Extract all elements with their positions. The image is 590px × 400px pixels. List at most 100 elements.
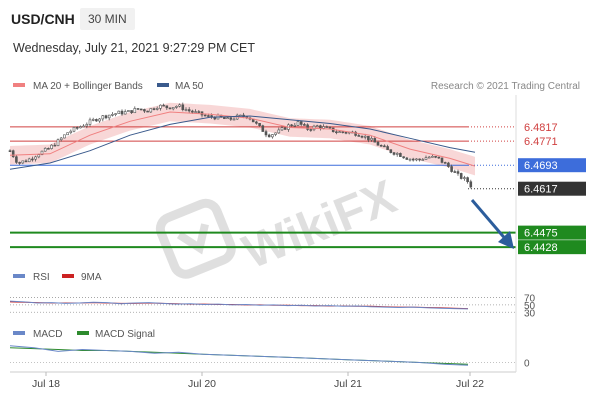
candle-body-129	[421, 159, 425, 161]
candle-body-70	[232, 118, 236, 121]
candle-body-88	[290, 124, 293, 127]
candle-body-41	[139, 108, 143, 111]
candle-body-115	[376, 141, 380, 146]
candle-body-52	[175, 106, 178, 108]
chart-header: USD/CNH 30 MIN	[0, 0, 590, 36]
macd-line	[9, 345, 469, 366]
candle-body-93	[306, 124, 309, 130]
watermark: WikiFX	[155, 171, 404, 280]
macd-legend-swatch	[13, 331, 25, 335]
candle-body-83	[274, 132, 277, 135]
candle-body-132	[431, 156, 434, 158]
x-tick-label-3: Jul 22	[456, 378, 484, 390]
macd-signal-legend-label: MACD Signal	[95, 329, 155, 340]
candle-body-100	[328, 126, 332, 129]
candle-body-84	[277, 129, 281, 134]
candle-body-78	[258, 122, 261, 126]
candle-body-110	[360, 135, 364, 138]
candle-body-8	[34, 156, 37, 160]
forecast-arrow	[470, 199, 514, 249]
timeframe-button[interactable]: 30 MIN	[80, 8, 135, 30]
candle-body-47	[159, 104, 162, 109]
level-label-3: 6.4617	[524, 184, 558, 196]
macd-zero-label: 0	[524, 358, 530, 369]
candle-body-77	[255, 121, 258, 124]
x-tick-label-1: Jul 20	[188, 378, 216, 390]
candle-body-68	[226, 117, 229, 120]
candle-body-85	[280, 127, 284, 131]
candle-body-21	[75, 127, 79, 129]
candle-body-139	[453, 171, 457, 173]
candle-body-32	[111, 114, 114, 116]
candle-body-122	[399, 153, 402, 157]
candle-body-137	[447, 162, 450, 167]
candle-body-31	[107, 114, 111, 119]
watermark-text: WikiFX	[236, 171, 404, 280]
candle-body-36	[123, 111, 127, 115]
candle-body-56	[187, 109, 191, 112]
candle-body-25	[88, 119, 92, 125]
candle-body-128	[418, 158, 421, 161]
candle-body-117	[383, 145, 386, 148]
level-label-5: 6.4428	[524, 242, 558, 254]
level-labels: 6.4817 6.4771 6.4693 6.4617 6.4475 6.4428	[518, 122, 586, 255]
candle-body-16	[59, 137, 63, 141]
candle-body-30	[104, 115, 108, 119]
candle-body-14	[53, 144, 57, 147]
candle-body-92	[303, 124, 306, 126]
symbol-title: USD/CNH	[11, 11, 75, 27]
candle-body-33	[114, 113, 117, 115]
candle-body-23	[82, 125, 85, 128]
candle-body-140	[456, 171, 460, 174]
candle-body-79	[261, 125, 265, 132]
candle-body-27	[95, 119, 98, 122]
candle-body-6	[27, 158, 31, 163]
rsi-level-label-2: 30	[524, 308, 536, 319]
rsi-level-label-0: 70	[524, 293, 536, 304]
level-label-2: 6.4693	[524, 160, 558, 172]
candle-body-109	[357, 135, 361, 137]
x-axis-ticks: Jul 18 Jul 20 Jul 21 Jul 22	[32, 372, 484, 390]
rsi-line	[9, 300, 469, 310]
candle-body-104	[341, 131, 345, 133]
candles	[8, 102, 473, 189]
candle-body-67	[223, 116, 226, 120]
candle-body-48	[162, 104, 165, 107]
candle-body-59	[197, 111, 201, 113]
ma50-legend-swatch	[157, 83, 169, 87]
candle-body-12	[47, 148, 50, 150]
candle-body-43	[146, 110, 149, 113]
rsi-legend-swatch	[13, 274, 25, 278]
candle-body-3	[18, 162, 21, 164]
candle-body-111	[363, 135, 367, 138]
candle-body-28	[98, 118, 101, 122]
candle-body-91	[299, 121, 303, 125]
candle-body-57	[191, 110, 194, 113]
candle-body-1	[11, 150, 15, 158]
x-tick-label-2: Jul 21	[334, 378, 362, 390]
candle-body-13	[50, 144, 53, 149]
candle-body-143	[466, 177, 469, 183]
macd-signal-legend-swatch	[77, 331, 89, 335]
candle-body-61	[203, 114, 207, 117]
candle-body-80	[264, 131, 268, 136]
bollinger-fill	[10, 102, 475, 176]
candle-body-89	[293, 124, 297, 127]
candle-body-99	[325, 126, 329, 128]
candle-body-18	[66, 132, 69, 136]
candle-body-125	[408, 158, 412, 161]
candle-body-69	[229, 117, 233, 120]
candle-body-105	[344, 131, 348, 134]
candle-body-130	[424, 157, 428, 160]
candle-body-35	[120, 110, 124, 115]
level-label-1: 6.4771	[524, 136, 558, 148]
candle-body-98	[322, 126, 325, 129]
candle-body-26	[91, 119, 95, 121]
level-badge-3	[518, 181, 586, 196]
candle-body-86	[283, 127, 287, 130]
candle-body-113	[370, 138, 373, 141]
candle-body-112	[367, 135, 370, 141]
candle-body-136	[443, 162, 447, 164]
candle-body-58	[194, 111, 197, 113]
candle-body-24	[85, 124, 89, 127]
